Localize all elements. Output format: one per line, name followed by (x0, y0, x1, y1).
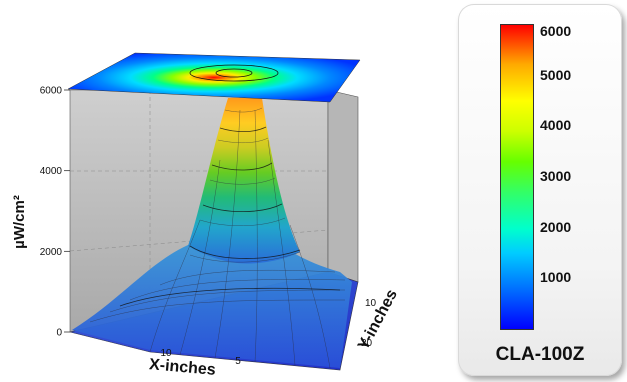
x-axis-title: X-inches (148, 356, 216, 379)
y-axis-title: Y-inches (355, 287, 401, 353)
surface-plot: 0 2000 4000 6000 10 5 10 20 µW/cm² X-inches Y… (11, 52, 401, 379)
z-tick-label: 0 (56, 328, 62, 339)
z-axis-ticks: 0 2000 4000 6000 (40, 86, 70, 339)
legend-tick-label: 6000 (540, 23, 572, 39)
legend-colorbar (500, 24, 534, 330)
x-tick-label: 10 (160, 348, 172, 359)
legend-tick-label: 3000 (540, 168, 572, 184)
surface-skirt (72, 228, 352, 368)
y-tick-label: 10 (365, 298, 377, 309)
top-contour-lines (189, 64, 279, 82)
legend-title: CLA-100Z (495, 344, 585, 365)
legend-card: 1000 2000 3000 4000 5000 6000 CLA-100Z (458, 4, 622, 376)
z-tick-label: 2000 (40, 247, 63, 258)
x-axis-ticks: 10 5 (160, 348, 241, 367)
y-axis-ticks: 10 20 (361, 298, 377, 349)
surface-mesh (89, 107, 346, 369)
z-tick-label: 6000 (40, 86, 63, 97)
surface-contours (119, 126, 341, 307)
y-tick-label: 20 (361, 338, 373, 349)
legend-tick-label: 5000 (540, 66, 572, 83)
x-tick-label: 5 (235, 356, 241, 367)
legend-tick-label: 1000 (540, 269, 572, 286)
side-wall (327, 89, 359, 283)
top-contour-plane (67, 52, 361, 103)
z-axis-title: µW/cm² (11, 195, 28, 249)
legend-tick-label: 2000 (540, 218, 572, 235)
z-tick-label: 4000 (40, 166, 63, 177)
surface-chart: 0 2000 4000 6000 10 5 10 20 µW/cm² X-inches Y… (11, 52, 401, 379)
legend-tick-label: 4000 (540, 117, 572, 134)
